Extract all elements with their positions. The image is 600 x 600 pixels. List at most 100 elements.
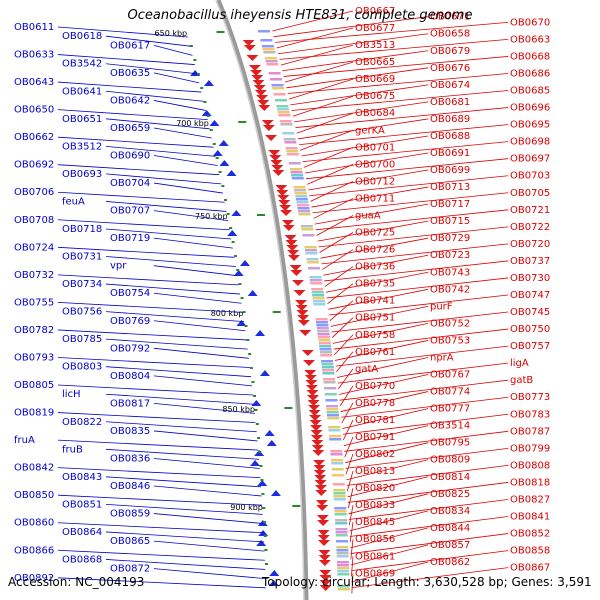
label-leader-line	[321, 243, 509, 265]
label-leader-line	[345, 442, 429, 464]
forward-gene-arrow	[319, 585, 332, 591]
feature-band	[305, 252, 318, 255]
gene-label-right: OB0685	[510, 86, 550, 97]
tick-dot	[196, 73, 200, 75]
label-leader-line	[153, 458, 260, 469]
label-leader-line	[350, 527, 429, 549]
gene-label-right: OB0725	[355, 228, 395, 239]
feature-band	[326, 408, 339, 411]
label-leader-line	[276, 27, 354, 49]
gene-label-right: OB0674	[430, 80, 470, 91]
gene-label-left: OB0690	[110, 151, 150, 162]
forward-gene-arrow	[269, 155, 282, 161]
label-leader-line	[153, 182, 223, 194]
label-leader-line	[153, 485, 262, 497]
tick-dot	[212, 143, 216, 145]
forward-gene-arrow	[295, 305, 308, 311]
label-leader-line	[303, 146, 354, 168]
label-leader-line	[349, 510, 429, 532]
gene-label-left: OB0804	[110, 371, 150, 382]
label-leader-line	[331, 311, 509, 333]
feature-band	[328, 429, 341, 432]
tick-dot	[265, 577, 269, 579]
label-leader-line	[105, 448, 260, 460]
label-leader-line	[153, 127, 212, 139]
feature-band	[337, 585, 350, 588]
gene-label-left: OB0865	[110, 536, 150, 547]
tick-dot	[203, 101, 207, 103]
label-leader-line	[57, 412, 256, 423]
forward-gene-arrow	[268, 150, 281, 156]
feature-band	[276, 105, 289, 108]
forward-gene-arrow	[251, 75, 264, 81]
forward-gene-arrow	[306, 390, 319, 396]
feature-band	[326, 405, 339, 408]
label-leader-line	[290, 84, 429, 106]
forward-gene-arrow	[318, 550, 331, 556]
label-leader-line	[282, 50, 429, 72]
forward-gene-arrow	[313, 460, 326, 466]
tick-dot	[242, 311, 246, 313]
forward-gene-arrow	[270, 160, 283, 166]
forward-gene-arrow	[310, 435, 323, 441]
forward-gene-arrow	[316, 505, 329, 511]
label-leader-line	[284, 61, 354, 83]
gene-label-right: OB0845	[355, 517, 395, 528]
feature-band	[313, 303, 326, 306]
gene-label-right: OB0778	[355, 398, 395, 409]
gene-label-left: OB0868	[62, 554, 102, 565]
label-leader-line	[347, 482, 509, 503]
feature-band	[290, 171, 303, 174]
tick-dot	[236, 269, 240, 271]
label-leader-line	[345, 447, 509, 469]
gene-label-left: OB0754	[110, 288, 150, 299]
gene-label-left: OB0704	[110, 178, 150, 189]
gene-label-right: OB0781	[355, 415, 395, 426]
feature-band	[318, 336, 331, 339]
gene-label-left: licH	[62, 389, 81, 400]
label-leader-line	[57, 329, 247, 341]
forward-gene-arrow	[285, 240, 298, 246]
label-leader-line	[153, 210, 229, 222]
forward-gene-arrow	[304, 370, 317, 376]
gene-label-left: OB0822	[62, 417, 102, 428]
reverse-gene-arrow	[231, 210, 242, 216]
feature-band	[336, 546, 349, 549]
gene-label-right: OB0675	[355, 91, 395, 102]
gene-label-right: OB0688	[430, 131, 470, 142]
label-leader-line	[105, 338, 248, 350]
label-leader-line	[275, 21, 509, 43]
label-leader-line	[57, 549, 265, 561]
feature-band	[328, 426, 341, 429]
topology-text: Topology: circular; Length: 3,630,528 bp…	[262, 575, 592, 589]
gene-label-right: OB0761	[355, 347, 395, 358]
feature-band	[330, 459, 343, 462]
label-leader-line	[351, 556, 354, 577]
kbp-tick-label: 650 kbp	[155, 29, 188, 38]
gene-label-right: OB0795	[430, 438, 470, 449]
gene-label-left: OB0662	[14, 132, 54, 143]
label-leader-line	[57, 577, 266, 589]
gene-label-right: OB0676	[430, 63, 470, 74]
label-leader-line	[105, 366, 252, 378]
label-leader-line	[333, 328, 509, 350]
tick-dot	[249, 367, 253, 369]
gene-label-left: OB0892	[14, 573, 54, 584]
tick-dot	[215, 157, 219, 159]
label-leader-line	[320, 237, 429, 259]
gene-label-right: OB0663	[510, 34, 550, 45]
feature-band	[337, 564, 350, 567]
label-leader-line	[57, 164, 220, 176]
feature-band	[331, 468, 344, 471]
gene-label-right: ligA	[510, 358, 529, 369]
forward-gene-arrow	[299, 330, 312, 336]
feature-band	[335, 531, 348, 534]
gene-label-left: OB0864	[62, 527, 102, 538]
feature-band	[258, 30, 271, 33]
gene-label-left: OB0724	[14, 242, 54, 253]
tick-dot	[257, 437, 261, 439]
label-leader-line	[105, 256, 236, 267]
gene-label-left: OB0769	[110, 316, 150, 327]
gene-label-left: OB0643	[14, 77, 54, 88]
label-leader-line	[318, 226, 509, 248]
